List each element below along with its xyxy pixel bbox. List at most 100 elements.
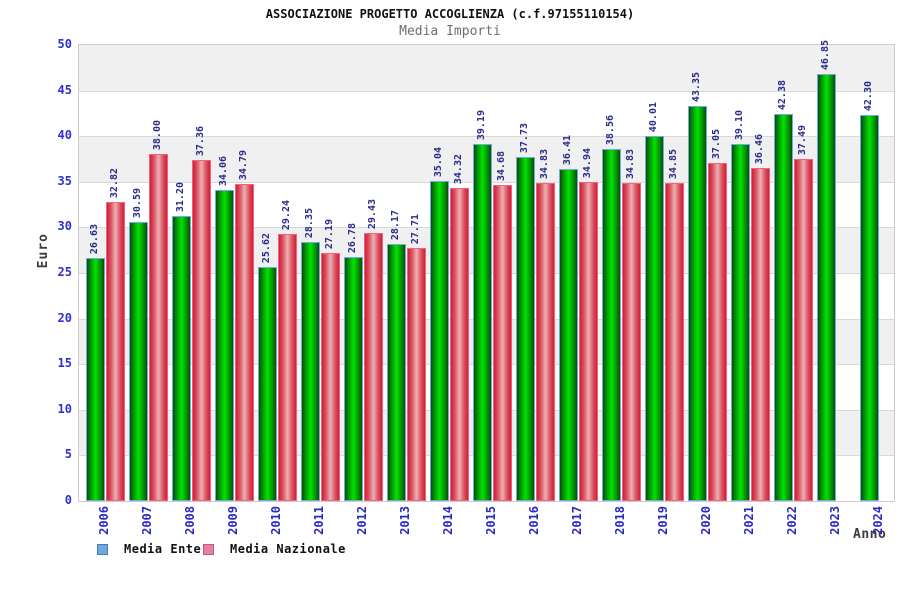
bar-value-label: 37.05 — [711, 128, 722, 159]
bar-value-label: 38.00 — [152, 119, 163, 150]
x-tick-year-label: 2019 — [656, 506, 670, 535]
bar-media-ente — [515, 157, 535, 501]
bar-value-label: 29.24 — [281, 199, 292, 230]
bar-media-ente — [601, 149, 621, 501]
x-tick-year-label: 2020 — [699, 506, 713, 535]
bar-media-nazionale — [234, 184, 254, 501]
bar-media-nazionale — [191, 160, 211, 501]
bar-value-label: 38.56 — [605, 114, 616, 145]
bar-value-label: 26.78 — [347, 222, 358, 253]
bar-media-ente — [429, 181, 449, 501]
media-ente-swatch-icon — [97, 543, 108, 555]
bar-media-nazionale — [793, 159, 813, 501]
x-tick-year-label: 2015 — [484, 506, 498, 535]
bar-value-label: 46.85 — [820, 39, 831, 70]
bar-media-ente — [859, 115, 879, 501]
x-tick-year-label: 2023 — [828, 506, 842, 535]
bar-media-ente — [343, 257, 363, 501]
x-tick-year-label: 2018 — [613, 506, 627, 535]
media-nazionale-swatch-icon — [203, 543, 214, 555]
bar-value-label: 28.17 — [390, 209, 401, 240]
bar-media-ente — [386, 244, 406, 501]
legend-item-media-nazionale: Media Nazionale — [203, 542, 346, 556]
y-tick-label: 20 — [57, 310, 72, 325]
y-tick-label: 5 — [64, 447, 72, 462]
bar-media-ente — [730, 144, 750, 501]
x-tick-year-label: 2011 — [312, 506, 326, 535]
bar-value-label: 34.32 — [453, 153, 464, 184]
bar-value-label: 40.01 — [648, 101, 659, 132]
x-tick-year-label: 2007 — [140, 506, 154, 535]
bar-value-label: 25.62 — [261, 232, 272, 263]
bar-value-label: 29.43 — [367, 198, 378, 229]
bar-media-nazionale — [105, 202, 125, 501]
x-tick-year-label: 2009 — [226, 506, 240, 535]
bar-value-label: 37.73 — [519, 122, 530, 153]
bar-media-ente — [687, 106, 707, 501]
bar-media-nazionale — [707, 163, 727, 501]
bar-value-label: 27.19 — [324, 218, 335, 249]
bar-media-ente — [558, 169, 578, 501]
bar-media-nazionale — [664, 183, 684, 501]
x-tick-year-label: 2010 — [269, 506, 283, 535]
bar-media-ente — [644, 136, 664, 501]
bar-value-label: 32.82 — [109, 167, 120, 198]
bar-value-label: 42.30 — [863, 80, 874, 111]
bar-media-nazionale — [406, 248, 426, 501]
chart-subtitle: Media Importi — [399, 24, 501, 39]
bar-value-label: 30.59 — [132, 187, 143, 218]
bar-value-label: 34.94 — [582, 147, 593, 178]
bar-media-ente — [128, 222, 148, 501]
bar-media-nazionale — [492, 185, 512, 501]
bar-media-nazionale — [277, 234, 297, 501]
bar-value-label: 34.79 — [238, 149, 249, 180]
bar-media-nazionale — [578, 182, 598, 501]
bar-value-label: 39.10 — [734, 109, 745, 140]
x-tick-year-label: 2008 — [183, 506, 197, 535]
x-axis-title: Anno — [853, 527, 887, 542]
y-tick-label: 10 — [57, 401, 72, 416]
x-tick-year-label: 2017 — [570, 506, 584, 535]
bar-value-label: 34.83 — [625, 148, 636, 179]
x-tick-year-label: 2014 — [441, 506, 455, 535]
bar-media-ente — [214, 190, 234, 501]
y-tick-label: 15 — [57, 356, 72, 371]
legend-item-media-ente: Media Ente — [97, 542, 201, 556]
x-tick-year-label: 2016 — [527, 506, 541, 535]
x-tick-year-label: 2006 — [97, 506, 111, 535]
legend-label-media-ente: Media Ente — [124, 542, 202, 556]
bar-value-label: 27.71 — [410, 213, 421, 244]
bar-media-ente — [773, 114, 793, 501]
bar-value-label: 36.41 — [562, 134, 573, 165]
y-tick-label: 0 — [64, 493, 72, 507]
bar-value-label: 36.46 — [754, 133, 765, 164]
bar-media-ente — [257, 267, 277, 501]
bar-value-label: 34.06 — [218, 155, 229, 186]
bar-value-label: 35.04 — [433, 146, 444, 177]
bar-media-nazionale — [449, 188, 469, 501]
y-tick-label: 50 — [57, 37, 72, 51]
x-tick-year-label: 2021 — [742, 506, 756, 535]
bar-value-label: 34.85 — [668, 148, 679, 179]
bar-media-nazionale — [363, 233, 383, 501]
bar-media-nazionale — [148, 154, 168, 501]
x-tick-year-label: 2012 — [355, 506, 369, 535]
bar-value-label: 43.35 — [691, 71, 702, 102]
y-tick-label: 45 — [57, 82, 72, 97]
bar-media-nazionale — [320, 253, 340, 501]
y-tick-label: 35 — [57, 173, 72, 188]
plot-band — [79, 90, 894, 137]
plot-band — [79, 45, 894, 91]
bar-media-ente — [85, 258, 105, 501]
bar-value-label: 34.83 — [539, 148, 550, 179]
y-tick-label: 30 — [57, 219, 72, 234]
bar-media-nazionale — [621, 183, 641, 501]
gridline — [79, 90, 894, 92]
bar-media-ente — [300, 242, 320, 501]
bar-value-label: 37.36 — [195, 125, 206, 156]
y-tick-label: 40 — [57, 128, 72, 143]
bar-value-label: 28.35 — [304, 207, 315, 238]
bar-value-label: 34.68 — [496, 150, 507, 181]
gridline — [79, 136, 894, 138]
